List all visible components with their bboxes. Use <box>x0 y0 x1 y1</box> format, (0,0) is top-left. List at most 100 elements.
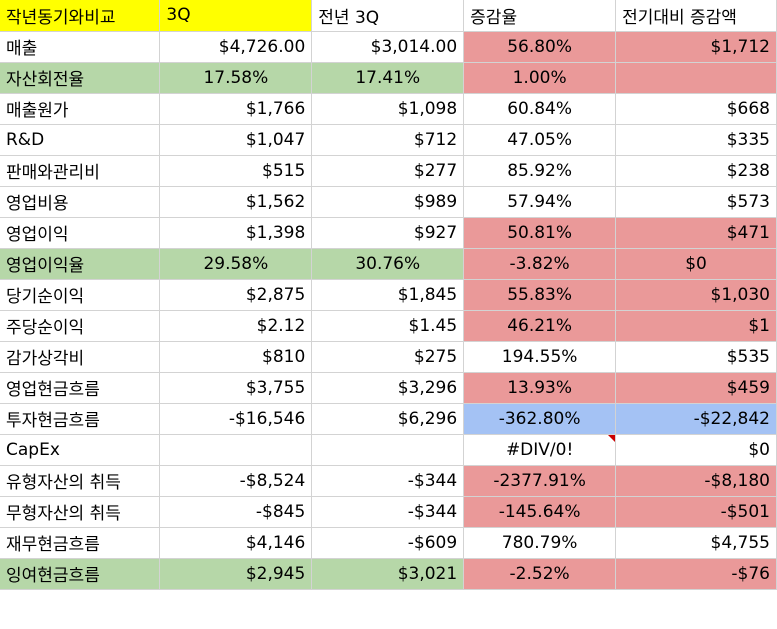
cell-diff[interactable]: $573 <box>615 186 777 218</box>
cell-prev-3q[interactable]: $3,014.00 <box>311 31 465 63</box>
cell-rate[interactable]: -2.52% <box>463 558 617 590</box>
cell-diff[interactable]: $1,030 <box>615 279 777 311</box>
cell-3q[interactable]: $4,146 <box>159 527 313 559</box>
row-label-cell[interactable]: 투자현금흐름 <box>0 403 161 435</box>
cell-rate[interactable]: 56.80% <box>463 31 617 63</box>
header-cell-label[interactable]: 작년동기와비교 <box>0 0 161 32</box>
cell-prev-3q[interactable]: $277 <box>311 155 465 187</box>
cell-rate[interactable]: 1.00% <box>463 62 617 94</box>
cell-prev-3q[interactable]: $1,845 <box>311 279 465 311</box>
comment-marker-icon[interactable] <box>608 434 615 442</box>
cell-prev-3q[interactable]: -$344 <box>311 465 465 497</box>
cell-rate[interactable]: -2377.91% <box>463 465 617 497</box>
row-label-cell[interactable]: 판매와관리비 <box>0 155 161 187</box>
cell-rate[interactable]: -362.80% <box>463 403 617 435</box>
cell-rate[interactable]: 13.93% <box>463 372 617 404</box>
row-label-cell[interactable]: 잉여현금흐름 <box>0 558 161 590</box>
cell-3q[interactable] <box>159 434 313 466</box>
cell-diff[interactable]: -$22,842 <box>615 403 777 435</box>
cell-diff[interactable]: $471 <box>615 217 777 249</box>
cell-diff[interactable]: $238 <box>615 155 777 187</box>
cell-3q[interactable]: 17.58% <box>159 62 313 94</box>
row-label-cell[interactable]: 감가상각비 <box>0 341 161 373</box>
cell-3q[interactable]: $2,875 <box>159 279 313 311</box>
cell-3q[interactable]: -$845 <box>159 496 313 528</box>
cell-prev-3q[interactable]: -$344 <box>311 496 465 528</box>
row-label-cell[interactable]: 매출원가 <box>0 93 161 125</box>
cell-diff[interactable]: $1,712 <box>615 31 777 63</box>
cell-3q[interactable]: $3,755 <box>159 372 313 404</box>
cell-diff[interactable]: $335 <box>615 124 777 156</box>
cell-diff[interactable]: $1 <box>615 310 777 342</box>
cell-rate[interactable]: #DIV/0! <box>463 434 617 466</box>
cell-prev-3q[interactable] <box>311 434 465 466</box>
cell-diff[interactable]: $0 <box>615 434 777 466</box>
cell-diff[interactable]: -$501 <box>615 496 777 528</box>
table-row: 매출원가 $1,766 $1,098 60.84% $668 <box>0 93 777 125</box>
row-label-cell[interactable]: 무형자산의 취득 <box>0 496 161 528</box>
cell-prev-3q[interactable]: -$609 <box>311 527 465 559</box>
cell-3q[interactable]: $515 <box>159 155 313 187</box>
row-label-cell[interactable]: 자산회전율 <box>0 62 161 94</box>
row-label-cell[interactable]: 영업이익 <box>0 217 161 249</box>
cell-prev-3q[interactable]: $712 <box>311 124 465 156</box>
cell-rate[interactable]: 780.79% <box>463 527 617 559</box>
cell-3q[interactable]: $1,562 <box>159 186 313 218</box>
row-label-cell[interactable]: CapEx <box>0 434 161 466</box>
cell-3q[interactable]: 29.58% <box>159 248 313 280</box>
header-cell-rate[interactable]: 증감율 <box>463 0 617 32</box>
cell-rate[interactable]: 50.81% <box>463 217 617 249</box>
cell-diff[interactable]: -$76 <box>615 558 777 590</box>
cell-rate[interactable]: 85.92% <box>463 155 617 187</box>
cell-rate[interactable]: 55.83% <box>463 279 617 311</box>
cell-diff[interactable]: -$8,180 <box>615 465 777 497</box>
row-label-cell[interactable]: R&D <box>0 124 161 156</box>
cell-3q[interactable]: -$16,546 <box>159 403 313 435</box>
cell-rate[interactable]: 46.21% <box>463 310 617 342</box>
cell-3q[interactable]: $4,726.00 <box>159 31 313 63</box>
row-label-cell[interactable]: 당기순이익 <box>0 279 161 311</box>
cell-prev-3q[interactable]: 17.41% <box>311 62 465 94</box>
row-label-cell[interactable]: 재무현금흐름 <box>0 527 161 559</box>
row-label-cell[interactable]: 영업비용 <box>0 186 161 218</box>
header-cell-diff[interactable]: 전기대비 증감액 <box>615 0 777 32</box>
table-row: 감가상각비 $810 $275 194.55% $535 <box>0 341 777 373</box>
cell-prev-3q[interactable]: $927 <box>311 217 465 249</box>
cell-rate[interactable]: -3.82% <box>463 248 617 280</box>
cell-diff[interactable]: $459 <box>615 372 777 404</box>
cell-rate[interactable]: -145.64% <box>463 496 617 528</box>
row-label-cell[interactable]: 매출 <box>0 31 161 63</box>
cell-prev-3q[interactable]: $275 <box>311 341 465 373</box>
cell-3q[interactable]: $1,766 <box>159 93 313 125</box>
spreadsheet-grid: 작년동기와비교 3Q 전년 3Q 증감율 전기대비 증감액 매출 $4,726.0… <box>0 0 777 590</box>
row-label-cell[interactable]: 주당순이익 <box>0 310 161 342</box>
cell-3q[interactable]: $1,047 <box>159 124 313 156</box>
cell-rate[interactable]: 47.05% <box>463 124 617 156</box>
cell-prev-3q[interactable]: $989 <box>311 186 465 218</box>
cell-diff[interactable]: $668 <box>615 93 777 125</box>
row-label-cell[interactable]: 영업이익율 <box>0 248 161 280</box>
cell-diff[interactable]: $0 <box>615 248 777 280</box>
table-row: 당기순이익 $2,875 $1,845 55.83% $1,030 <box>0 279 777 311</box>
row-label-cell[interactable]: 영업현금흐름 <box>0 372 161 404</box>
cell-prev-3q[interactable]: $3,296 <box>311 372 465 404</box>
cell-rate[interactable]: 194.55% <box>463 341 617 373</box>
cell-prev-3q[interactable]: $6,296 <box>311 403 465 435</box>
cell-prev-3q[interactable]: $1.45 <box>311 310 465 342</box>
cell-3q[interactable]: -$8,524 <box>159 465 313 497</box>
row-label-cell[interactable]: 유형자산의 취득 <box>0 465 161 497</box>
cell-diff[interactable]: $535 <box>615 341 777 373</box>
cell-prev-3q[interactable]: $1,098 <box>311 93 465 125</box>
cell-3q[interactable]: $810 <box>159 341 313 373</box>
cell-diff[interactable]: $4,755 <box>615 527 777 559</box>
header-cell-3q[interactable]: 3Q <box>159 0 313 32</box>
cell-3q[interactable]: $1,398 <box>159 217 313 249</box>
cell-prev-3q[interactable]: 30.76% <box>311 248 465 280</box>
cell-3q[interactable]: $2,945 <box>159 558 313 590</box>
header-cell-prev-3q[interactable]: 전년 3Q <box>311 0 465 32</box>
cell-rate[interactable]: 60.84% <box>463 93 617 125</box>
cell-3q[interactable]: $2.12 <box>159 310 313 342</box>
cell-rate[interactable]: 57.94% <box>463 186 617 218</box>
cell-diff[interactable] <box>615 62 777 94</box>
cell-prev-3q[interactable]: $3,021 <box>311 558 465 590</box>
